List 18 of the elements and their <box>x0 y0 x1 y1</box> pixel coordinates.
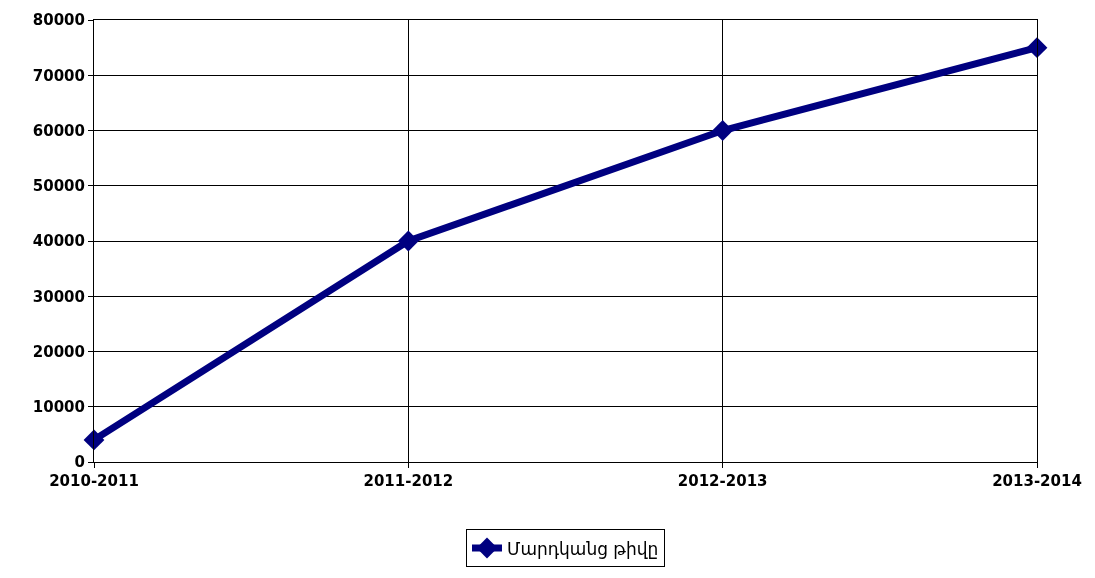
y-tick-label: 20000 <box>32 342 85 361</box>
x-tick-label: 2012-2013 <box>677 472 768 490</box>
point <box>397 230 419 252</box>
y-tick-label: 0 <box>74 453 85 472</box>
point <box>1026 37 1048 59</box>
y-tick-label: 30000 <box>32 287 85 306</box>
point <box>83 429 105 451</box>
legend-label: Մարդկանց թիվը <box>507 538 659 559</box>
x-tick-label: 2013-2014 <box>992 472 1082 490</box>
y-tick-label: 80000 <box>32 11 85 30</box>
point <box>712 120 734 141</box>
y-tick-label: 40000 <box>32 232 85 251</box>
x-tick-label: 2011-2012 <box>363 472 454 490</box>
y-tick-label: 10000 <box>32 398 85 416</box>
y-tick-label: 60000 <box>32 121 85 140</box>
y-tick-label: 70000 <box>32 66 85 85</box>
x-tick-label: 2010-2011 <box>49 472 139 490</box>
y-tick-label: 50000 <box>32 177 85 195</box>
